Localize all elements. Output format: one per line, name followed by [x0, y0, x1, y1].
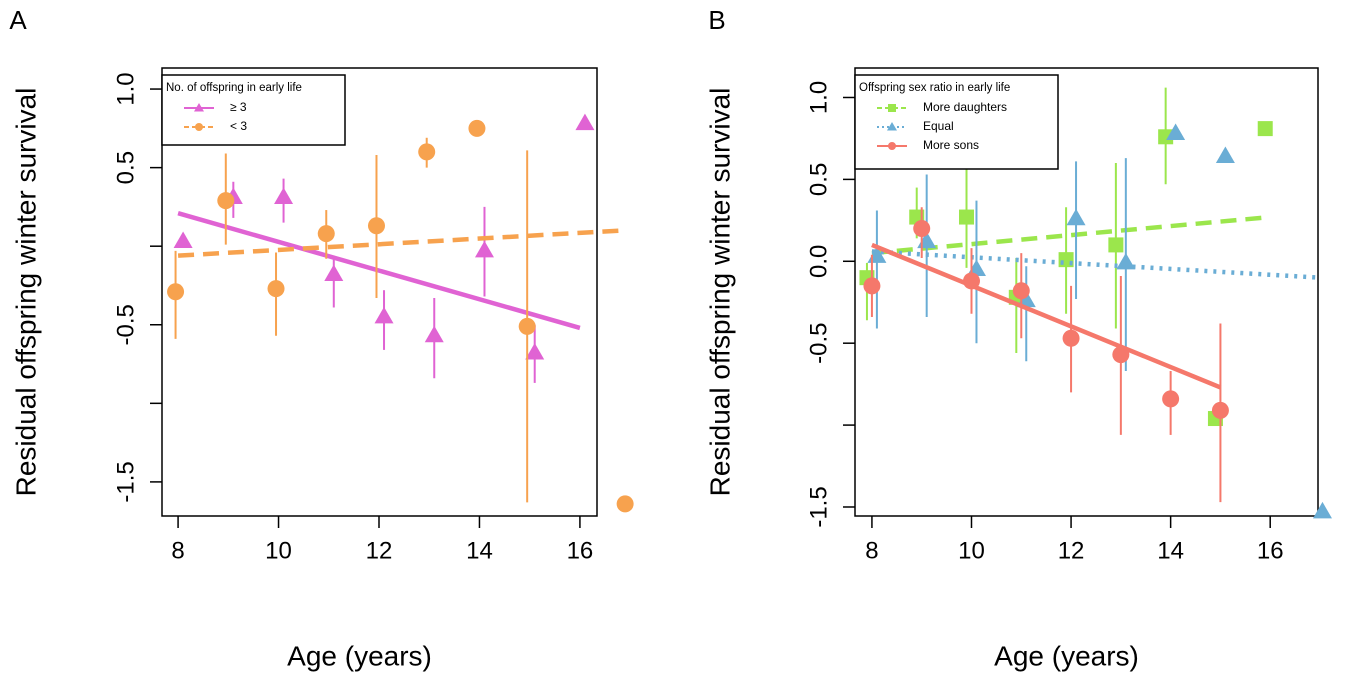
- circle-marker: [418, 143, 436, 161]
- legend-symbol: [195, 123, 203, 131]
- circle-marker: [863, 277, 881, 295]
- circle-marker: [1112, 346, 1130, 364]
- y-axis-label: Residual offspring winter survival: [10, 88, 41, 497]
- circle-marker: [962, 272, 980, 290]
- circle-marker: [217, 192, 235, 210]
- legend-symbol: [194, 103, 204, 112]
- legend-symbol: [888, 104, 896, 112]
- y-tick-label: -1.5: [112, 461, 139, 502]
- y-tick-label: -0.5: [112, 304, 139, 345]
- legend-symbol: [887, 122, 897, 131]
- triangle-marker: [274, 187, 294, 204]
- panel: A Age (years) Residual offspring winter su…: [9, 5, 634, 671]
- circle-marker: [1162, 390, 1180, 408]
- legend-box: [161, 74, 346, 146]
- circle-marker: [1062, 329, 1080, 347]
- x-axis-label: Age (years): [994, 640, 1139, 671]
- x-tick-label: 8: [171, 537, 184, 564]
- square-marker: [1158, 129, 1174, 145]
- legend-label: ≥ 3: [230, 100, 247, 114]
- x-tick-label: 10: [265, 537, 292, 564]
- y-tick-label: 0.5: [805, 163, 832, 196]
- triangle-marker: [1166, 123, 1186, 141]
- plot-frame: [854, 67, 1319, 517]
- panel: B Age (years) Residual offspring winter su…: [704, 5, 1332, 671]
- triangle-marker: [575, 113, 595, 131]
- x-tick-label: 12: [366, 537, 393, 564]
- triangle-marker: [474, 240, 494, 258]
- x-tick-label: 12: [1058, 537, 1085, 564]
- y-tick-label: 0.0: [805, 245, 832, 278]
- trend-line: [871, 242, 1222, 390]
- circle-marker: [616, 495, 634, 513]
- panel-label: A: [9, 5, 27, 35]
- trend-line: [871, 214, 1271, 256]
- circle-marker: [167, 283, 185, 301]
- triangle-marker: [1116, 252, 1136, 270]
- circle-marker: [1211, 401, 1229, 419]
- triangle-marker: [173, 231, 193, 248]
- y-tick-label: 0.5: [112, 151, 139, 184]
- y-tick-label: -0.5: [805, 323, 832, 364]
- legend-box: [854, 74, 1059, 170]
- legend-label: Equal: [923, 119, 954, 133]
- legend-title: Offspring sex ratio in early life: [859, 82, 1010, 94]
- trend-line: [871, 249, 1321, 280]
- square-marker: [959, 209, 975, 225]
- circle-marker: [1012, 282, 1030, 300]
- legend-title: No. of offspring in early life: [166, 82, 302, 94]
- y-axis-label: Residual offspring winter survival: [704, 88, 735, 497]
- triangle-marker: [525, 343, 545, 360]
- circle-marker: [518, 317, 536, 335]
- x-tick-label: 16: [567, 537, 594, 564]
- y-tick-label: 1.0: [805, 81, 832, 114]
- circle-marker: [267, 280, 285, 298]
- legend: No. of offspring in early life ≥ 3 < 3: [161, 74, 346, 146]
- triangle-marker: [1066, 208, 1086, 226]
- circle-marker: [317, 225, 335, 243]
- x-tick-label: 16: [1257, 537, 1284, 564]
- panel-label: B: [708, 5, 725, 35]
- legend-label: More sons: [923, 138, 979, 152]
- square-marker: [1257, 121, 1273, 137]
- circle-marker: [913, 220, 931, 238]
- x-axis-label: Age (years): [287, 640, 432, 671]
- legend-symbol: [888, 142, 896, 150]
- trend-line: [177, 211, 581, 331]
- x-tick-label: 14: [1157, 537, 1184, 564]
- circle-marker: [367, 217, 385, 235]
- x-tick-label: 8: [865, 537, 878, 564]
- x-tick-label: 10: [958, 537, 985, 564]
- legend-label: < 3: [230, 119, 247, 133]
- triangle-marker: [374, 306, 394, 324]
- legend: Offspring sex ratio in early life More da…: [854, 74, 1059, 170]
- x-tick-label: 14: [466, 537, 493, 564]
- y-tick-label: 1.0: [112, 72, 139, 105]
- triangle-marker: [1312, 501, 1332, 519]
- triangle-marker: [1215, 146, 1235, 163]
- circle-marker: [468, 119, 486, 137]
- square-marker: [1108, 237, 1124, 253]
- legend-label: More daughters: [923, 100, 1007, 114]
- y-tick-label: -1.5: [805, 486, 832, 527]
- triangle-marker: [324, 264, 344, 281]
- triangle-marker: [424, 325, 444, 343]
